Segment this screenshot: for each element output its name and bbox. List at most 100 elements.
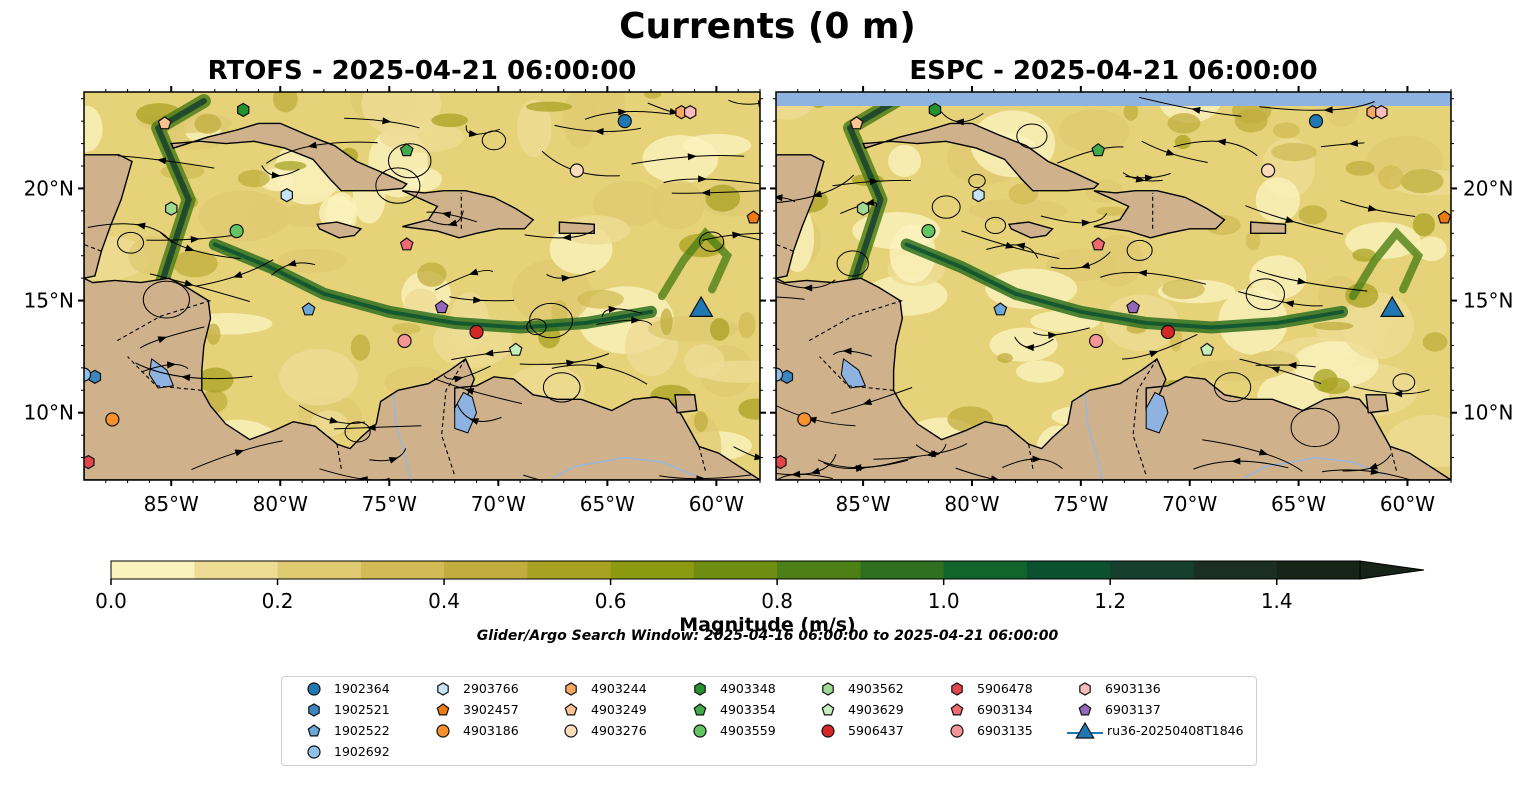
legend-marker-icon — [950, 724, 964, 738]
magnitude-patch — [84, 105, 103, 152]
float-marker-4903629 — [1200, 342, 1215, 356]
streamline-arrow — [1015, 242, 1026, 250]
streamline-arrow — [181, 374, 191, 382]
legend-marker — [821, 703, 835, 716]
streamline-arrow — [453, 375, 464, 383]
magnitude-patch — [1400, 169, 1444, 194]
float-marker-4903186 — [797, 412, 812, 427]
magnitude-patch — [997, 353, 1013, 363]
magnitude-patch — [248, 200, 291, 233]
legend-marker-icon — [694, 682, 706, 696]
float-marker-4903276 — [569, 163, 584, 178]
streamline-arrow — [484, 349, 494, 357]
float-marker-4903348 — [237, 102, 250, 118]
float-marker-1902522 — [993, 302, 1008, 316]
legend-label: 1902364 — [334, 681, 390, 696]
float-marker-ru36-20250408T1846 — [688, 295, 714, 317]
legend-label: 6903134 — [977, 702, 1033, 717]
magnitude-patch — [1123, 102, 1139, 121]
streamline-arrow — [687, 153, 697, 161]
panel-title-espc: ESPC - 2025-04-21 06:00:00 — [909, 56, 1318, 86]
magnitude-patch — [738, 312, 756, 339]
legend-marker-icon — [307, 724, 321, 737]
float-marker-1902522 — [301, 302, 316, 316]
country-border — [1132, 358, 1158, 476]
legend-label: 4903562 — [848, 681, 904, 696]
legend-marker — [307, 745, 321, 759]
streamline-arrow — [701, 189, 711, 197]
colorbar-segment — [1110, 561, 1195, 579]
streamline-arrow — [1137, 269, 1148, 277]
streamline-arrow — [1323, 106, 1333, 114]
magnitude-patch — [1096, 206, 1128, 216]
land-central — [84, 277, 760, 480]
eddy-streamline — [542, 372, 581, 403]
colorbar-segment — [527, 561, 612, 579]
land-jam — [1007, 221, 1054, 239]
colorbar-label: Magnitude (m/s) — [679, 614, 856, 636]
magnitude-patch — [1161, 279, 1205, 300]
float-marker-4903354 — [1091, 143, 1106, 157]
magnitude-patch — [1246, 350, 1300, 375]
legend-label: 4903186 — [463, 723, 519, 738]
magnitude-patch — [577, 289, 624, 309]
legend-marker-icon — [436, 724, 450, 738]
eddy-streamline — [968, 173, 986, 189]
float-marker-4903249 — [157, 116, 172, 130]
magnitude-patch — [206, 323, 221, 345]
land-yuc — [84, 154, 133, 279]
streamline-arrow — [562, 233, 572, 241]
streamline-arrow — [852, 464, 862, 472]
float-marker-4903249 — [849, 116, 864, 130]
magnitude-patch — [1318, 377, 1351, 395]
search-window-note: Glider/Argo Search Window: 2025-04-16 06… — [476, 628, 1059, 644]
streamline-arrow — [931, 450, 941, 458]
streamline-arrow — [234, 449, 245, 457]
magnitude-patch — [237, 169, 270, 188]
lon-tick-label: 60°W — [689, 492, 744, 516]
map-panel-rtofs: 85°W 80°W 75°W 70°W 65°W 60°W 20°N 15°N 10°N — [24, 86, 766, 516]
streamline-arrow — [1370, 467, 1380, 475]
legend-label: 2903766 — [463, 681, 519, 696]
legend-marker — [951, 682, 963, 696]
legend-label: 4903559 — [720, 723, 776, 738]
legend-marker-icon — [822, 682, 834, 696]
magnitude-patch — [1255, 177, 1301, 223]
float-marker-1902692 — [776, 367, 784, 382]
colorbar-tick-label: 0.8 — [761, 589, 793, 613]
eddy-streamline — [529, 302, 574, 339]
streamline-arrow — [1048, 331, 1058, 339]
colorbar-segment — [111, 561, 195, 579]
lon-tick-label: 85°W — [835, 492, 890, 516]
eddy-streamline — [1245, 278, 1285, 311]
colorbar-tick-label: 0.2 — [262, 589, 294, 613]
magnitude-patch — [1016, 360, 1064, 383]
eddy-streamline — [1392, 373, 1416, 392]
country-border — [84, 243, 102, 252]
streamline-arrow — [469, 418, 479, 425]
float-marker-ru36-20250408T1846 — [1379, 295, 1405, 317]
eddy-streamline — [699, 231, 725, 252]
magnitude-patch — [197, 367, 234, 393]
legend-label: 6903135 — [977, 723, 1033, 738]
streamline-arrow — [166, 361, 177, 369]
colorbar-segment — [777, 561, 861, 579]
magnitude-patch — [1422, 332, 1448, 352]
eddy-streamline — [526, 318, 547, 336]
streamline-arrow — [382, 117, 392, 125]
colorbar-segment — [1026, 561, 1111, 579]
eddy-streamline — [117, 231, 145, 254]
map-panel-espc: 85°W 80°W 75°W 70°W 65°W 60°W 20°N 15°N 10°N — [770, 86, 1513, 516]
land-jam — [316, 221, 363, 239]
current-jet — [904, 242, 1345, 330]
magnitude-patch — [705, 184, 741, 212]
float-marker-4903276 — [1260, 163, 1276, 178]
streamline-arrow — [1284, 300, 1295, 308]
magnitude-patch — [592, 181, 665, 227]
lat-tick-label: 20°N — [24, 176, 74, 200]
float-marker-5906437 — [469, 324, 484, 340]
streamline-arrow — [468, 268, 479, 276]
legend-marker — [694, 682, 706, 696]
legend-label: 5906437 — [848, 723, 904, 738]
